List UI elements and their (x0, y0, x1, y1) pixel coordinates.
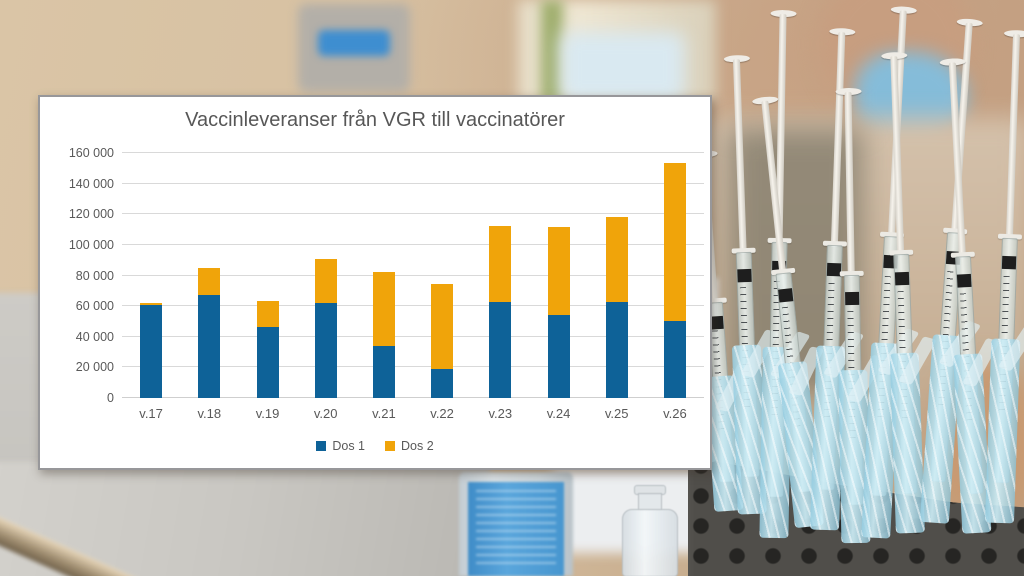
syringe (984, 29, 1024, 524)
bar-segment-dos-1 (140, 304, 163, 398)
bar-v.17 (140, 153, 163, 398)
bar-segment-dos-2 (489, 225, 512, 303)
bar-segment-dos-1 (198, 294, 221, 398)
y-tick-label: 120 000 (68, 207, 114, 222)
syringe-seal (956, 273, 972, 288)
syringe (835, 87, 886, 544)
legend-label: Dos 1 (332, 439, 365, 453)
y-axis: 0 20 000 40 000 60 000 80 000 100 000 120 000 1… (40, 146, 114, 405)
medicine-bottle-label-text (476, 490, 556, 570)
syringe-plunger-rod (732, 59, 747, 255)
bar-v.25 (605, 153, 628, 398)
x-tick-label: v.20 (313, 406, 338, 421)
bar-v.23 (489, 153, 512, 398)
bar-v.18 (198, 153, 221, 398)
bar-segment-dos-1 (547, 315, 570, 398)
y-tick-label: 160 000 (68, 146, 114, 160)
gridline (122, 397, 704, 398)
bar-segment-dos-1 (663, 320, 686, 398)
x-tick-label: v.24 (546, 406, 571, 421)
bar-segment-dos-2 (256, 300, 279, 327)
y-tick-label: 80 000 (75, 268, 114, 283)
x-tick-label: v.26 (663, 406, 687, 421)
syringe-seal (845, 291, 860, 306)
plot-area (122, 152, 704, 398)
syringe-seal (778, 288, 794, 303)
bar-segment-dos-2 (605, 216, 628, 302)
syringe-plunger-rod (948, 62, 967, 259)
gridline (122, 274, 704, 276)
bar-segment-dos-1 (431, 368, 454, 398)
x-tick-label: v.17 (139, 406, 163, 421)
legend-item-dos-2: Dos 2 (385, 439, 434, 453)
plant (541, 0, 563, 102)
gridline (122, 152, 704, 153)
y-tick-label: 140 000 (68, 176, 114, 191)
bar-v.24 (547, 153, 570, 398)
bar-segment-dos-1 (372, 345, 395, 398)
x-tick-label: v.21 (372, 406, 396, 421)
legend-swatch (385, 441, 395, 451)
medicine-bottle (459, 472, 573, 576)
bar-v.20 (314, 153, 337, 398)
bar-segment-dos-2 (140, 303, 163, 305)
syringe-plunger-rod (890, 56, 905, 257)
doorway-light (560, 32, 685, 102)
glass-vial (618, 485, 682, 576)
bar-segment-dos-1 (489, 302, 512, 398)
bar-segment-dos-2 (431, 283, 454, 369)
gridline (122, 182, 704, 184)
bar-segment-dos-2 (372, 272, 395, 346)
legend-item-dos-1: Dos 1 (316, 439, 365, 453)
y-tick-label: 40 000 (75, 329, 114, 344)
x-tick-label: v.22 (430, 406, 454, 421)
y-tick-label: 100 000 (68, 237, 114, 252)
wall-device-screen (318, 30, 390, 56)
y-tick-label: 0 (107, 391, 114, 405)
legend-swatch (316, 441, 327, 451)
bar-segment-dos-1 (256, 326, 279, 398)
syringe-seal (1001, 255, 1017, 270)
syringe-seal (737, 268, 752, 283)
medicine-bottle-label (468, 482, 564, 576)
syringe-plunger-rod (844, 92, 855, 278)
x-tick-label: v.19 (255, 406, 280, 421)
gridline (122, 366, 704, 368)
gridline (122, 305, 704, 307)
chart-panel: Vaccinleveranser från VGR till vaccinatö… (38, 95, 712, 470)
y-tick-label: 60 000 (75, 299, 114, 314)
syringe-seal (894, 271, 910, 286)
syringe-plunger-rod (1005, 34, 1021, 241)
x-axis: v.17 v.18 v.19 v.20 v.21 v.22 v.23 v.24 v.25 v.26 (122, 406, 704, 426)
bar-v.22 (431, 153, 454, 398)
legend: Dos 1 Dos 2 (40, 439, 710, 453)
bar-segment-dos-2 (547, 226, 570, 316)
gridline (122, 335, 704, 337)
gridline (122, 213, 704, 215)
bar-segment-dos-2 (314, 258, 337, 304)
bar-v.19 (256, 153, 279, 398)
bar-segment-dos-1 (314, 303, 337, 398)
bar-v.26 (663, 153, 686, 398)
bar-segment-dos-2 (198, 267, 221, 295)
legend-label: Dos 2 (401, 439, 434, 453)
bar-segment-dos-2 (663, 162, 686, 321)
chart-title: Vaccinleveranser från VGR till vaccinatö… (185, 109, 565, 131)
x-tick-label: v.25 (604, 406, 629, 421)
x-tick-label: v.23 (488, 406, 513, 421)
x-tick-label: v.18 (197, 406, 222, 421)
bar-v.21 (372, 153, 395, 398)
vial-body (622, 509, 678, 576)
bar-segment-dos-1 (605, 301, 628, 398)
y-tick-label: 20 000 (75, 360, 114, 375)
gridline (122, 243, 704, 245)
